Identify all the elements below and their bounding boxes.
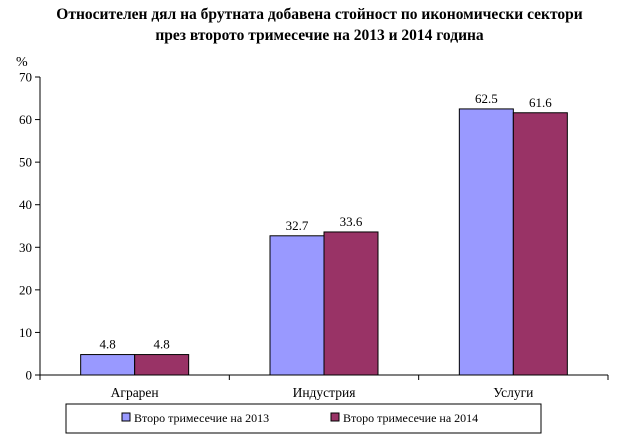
data-label: 61.6 [529, 95, 552, 110]
bar-2014-2 [323, 231, 379, 376]
y-tick-label: 70 [19, 70, 32, 85]
legend-box [65, 403, 542, 434]
x-category-label: Аграрен [111, 385, 159, 400]
bar-2014-3 [512, 112, 568, 376]
y-tick-label: 20 [19, 282, 32, 297]
y-tick-label: 60 [19, 112, 32, 127]
bar-2013-3 [458, 108, 514, 376]
data-label: 62.5 [475, 91, 498, 106]
x-category-label: Индустрия [293, 385, 356, 400]
y-tick-label: 40 [19, 197, 32, 212]
legend-label-2014: Второ тримесечие на 2014 [343, 411, 478, 425]
legend-swatch-2013 [121, 412, 131, 422]
y-tick-label: 30 [19, 240, 32, 255]
chart-title-line-2: през второто тримесечие на 2013 и 2014 г… [155, 27, 484, 44]
data-label: 4.8 [100, 337, 116, 352]
chart-title-line-1: Относителен дял на брутната добавена сто… [56, 6, 583, 23]
legend-swatch-2014 [330, 412, 340, 422]
legend-label-2013: Второ тримесечие на 2013 [134, 411, 269, 425]
y-tick-label: 10 [19, 325, 32, 340]
y-tick-label: 50 [19, 155, 32, 170]
bar-2013-2 [269, 235, 325, 376]
chart-bars [80, 108, 568, 376]
y-tick-label: 0 [26, 368, 33, 383]
x-category-label: Услуги [493, 385, 533, 400]
data-label: 4.8 [154, 337, 170, 352]
y-axis-unit-label: % [16, 55, 28, 70]
y-axis-ticks: 0 10 20 30 40 50 60 70 [19, 70, 40, 383]
bar-2014-1 [134, 354, 190, 376]
x-axis-category-labels: Аграрен Индустрия Услуги [111, 385, 534, 400]
data-label: 32.7 [286, 218, 309, 233]
bar-2013-1 [80, 354, 136, 376]
data-label: 33.6 [340, 214, 363, 229]
chart-legend: Второ тримесечие на 2013 Второ тримесечие… [65, 403, 542, 434]
chart-data-labels: 4.8 4.8 32.7 33.6 62.5 61.6 [100, 91, 553, 352]
